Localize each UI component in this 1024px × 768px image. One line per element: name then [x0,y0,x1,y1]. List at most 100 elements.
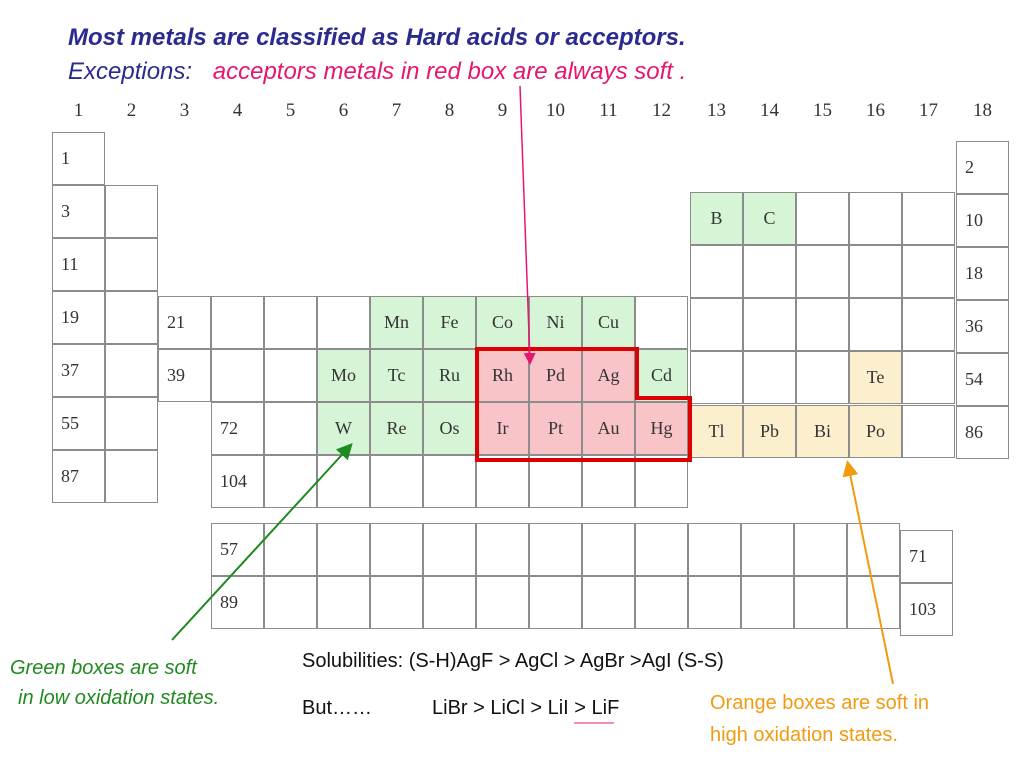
cell-ta [264,402,317,455]
orange-arrow [842,460,894,685]
cell-cu: Cu [582,296,635,349]
cell-zr [211,349,264,402]
cell-rh: Rh [476,349,529,402]
cell-al [690,245,743,298]
cell-f [902,192,955,245]
group-number-9: 9 [497,100,508,121]
cell-rg [582,455,635,508]
cell-sn [743,351,796,404]
cell-ga [690,298,743,351]
cell-n [796,192,849,245]
cell-y: 39 [158,349,211,402]
cell-i [902,351,955,404]
cell-cn [635,455,688,508]
cell-au: Au [582,402,635,455]
cell-np [423,576,476,629]
cell-ni: Ni [529,296,582,349]
cell-hs [423,455,476,508]
cell-o [849,192,902,245]
lithium-series: LiBr > LiCl > LiI > LiF [432,697,620,719]
cell-b: B [690,192,743,245]
group-number-16: 16 [866,100,885,121]
cell-si [743,245,796,298]
cell-pr [317,523,370,576]
cell-pu [476,576,529,629]
green-arrow [171,443,353,641]
cell-hg: Hg [635,402,688,455]
cell-dy [688,523,741,576]
cell-ac: 89 [211,576,264,629]
cell-ba [105,397,158,450]
cell-pa [317,576,370,629]
cell-rf: 104 [211,455,264,508]
cell-rn: 86 [956,406,1009,459]
group-number-2: 2 [126,100,137,121]
cell-na: 11 [52,238,105,291]
group-number-18: 18 [973,100,992,121]
cell-s [849,245,902,298]
main-title: Most metals are classified as Hard acids… [68,24,686,51]
exceptions-text: acceptors metals in red box are always s… [212,58,687,85]
cell-h: 1 [52,132,105,185]
cell-fr: 87 [52,450,105,503]
cell-k: 19 [52,291,105,344]
cell-ce [264,523,317,576]
cell-bh [370,455,423,508]
cell-po: Po [849,405,902,458]
cell-sc: 21 [158,296,211,349]
orange-caption-line2: high oxidation states. [710,724,898,746]
cell-sr [105,344,158,397]
cell-at [902,405,955,458]
group-number-17: 17 [919,100,938,121]
group-number-8: 8 [444,100,455,121]
red-box-outline [475,347,692,462]
cell-am [529,576,582,629]
cell-ag: Ag [582,349,635,402]
cell-cs: 55 [52,397,105,450]
cell-v [264,296,317,349]
cell-mg [105,238,158,291]
group-number-11: 11 [599,100,618,121]
cell-ho [741,523,794,576]
group-number-5: 5 [285,100,296,121]
cell-pm [423,523,476,576]
cell-zn [635,296,688,349]
cell-md [847,576,900,629]
cell-bi: Bi [796,405,849,458]
cell-in [690,351,743,404]
cell-he: 2 [956,141,1009,194]
cell-th [264,576,317,629]
cell-er [794,523,847,576]
group-number-15: 15 [813,100,832,121]
cell-sm [476,523,529,576]
cell-tc: Tc [370,349,423,402]
cell-eu [529,523,582,576]
cell-p [796,245,849,298]
cell-cr [317,296,370,349]
cell-xe: 54 [956,353,1009,406]
cell-kr: 36 [956,300,1009,353]
group-number-4: 4 [232,100,243,121]
cell-hf: 72 [211,402,264,455]
group-number-6: 6 [338,100,349,121]
cell-br [902,298,955,351]
cell-nb [264,349,317,402]
cell-cl [902,245,955,298]
cell-c: C [743,192,796,245]
cell-tl: Tl [690,405,743,458]
cell-la: 57 [211,523,264,576]
cell-ge [743,298,796,351]
cell-li: 3 [52,185,105,238]
cell-ir: Ir [476,402,529,455]
cell-ru: Ru [423,349,476,402]
cell-cf [688,576,741,629]
cell-pb: Pb [743,405,796,458]
cell-lu: 71 [900,530,953,583]
group-number-12: 12 [652,100,671,121]
cell-fm [794,576,847,629]
cell-u [370,576,423,629]
cell-pt: Pt [529,402,582,455]
group-number-1: 1 [73,100,84,121]
group-number-3: 3 [179,100,190,121]
solubilities-text: Solubilities: (S-H)AgF > AgCl > AgBr >Ag… [302,650,724,672]
